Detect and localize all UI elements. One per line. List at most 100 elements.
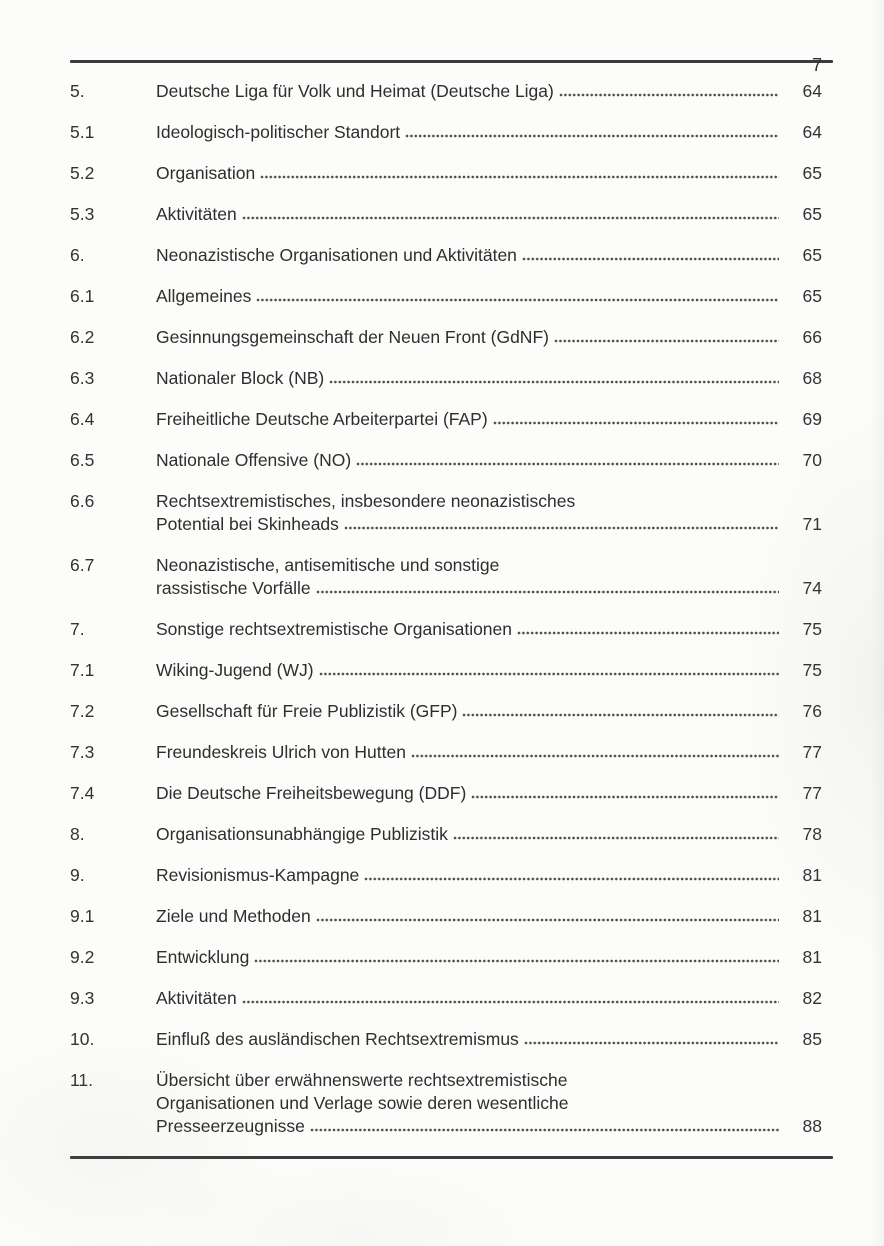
toc-entry-number: 7.3 [70,742,95,762]
toc-row: 9.1 Ziele und Methoden 81 [70,905,833,928]
toc-title-line: Organisation [156,162,785,185]
toc-entry-title: Nationale Offensive (NO) [156,449,785,472]
toc-entry-title: Neonazistische Organisationen und Aktivi… [156,244,785,267]
toc-entry-page: 77 [802,742,822,762]
leader-dots [329,373,779,390]
toc-entry-page: 75 [802,619,822,639]
toc-entry-page: 64 [802,81,822,101]
toc-title-line: Allgemeines [156,285,785,308]
toc-entry-number: 6.5 [70,450,95,470]
toc-entry-number: 9.3 [70,988,95,1008]
toc-entry-number: 6.6 [70,491,95,511]
toc-title-text: Ziele und Methoden [156,906,311,926]
leader-dots [462,706,779,723]
leader-dots [523,1034,779,1051]
toc-entry-page: 78 [802,824,822,844]
toc-entry-title: Neonazistische, antisemitische und sonst… [156,554,785,600]
toc-entry-number: 6.3 [70,368,95,388]
toc-row: 5.1 Ideologisch-politischer Standort 64 [70,121,833,144]
toc-entry-title: Ziele und Methoden [156,905,785,928]
toc-row: 5.3 Aktivitäten 65 [70,203,833,226]
toc-title-line: Ziele und Methoden [156,905,785,928]
toc-row: 6.7 Neonazistische, antisemitische und s… [70,554,833,600]
toc-row: 6.3 Nationaler Block (NB) 68 [70,367,833,390]
leader-dots [521,250,779,267]
toc-entry-number: 9.2 [70,947,95,967]
toc-title-line: Neonazistische, antisemitische und sonst… [156,555,500,575]
toc-title-line: Entwicklung [156,946,785,969]
toc-entry-page: 70 [802,450,822,470]
toc-entry-title: Freiheitliche Deutsche Arbeiterpartei (F… [156,408,785,431]
toc-title-line: Potential bei Skinheads [156,513,785,536]
toc-entry-page: 75 [802,660,822,680]
toc-row: 6.1 Allgemeines 65 [70,285,833,308]
toc-entry-number: 5.3 [70,204,95,224]
toc-title-text: Gesellschaft für Freie Publizistik (GFP) [156,701,458,721]
toc-row: 11. Übersicht über erwähnenswerte rechts… [70,1069,833,1138]
toc-entry-number: 5.1 [70,122,95,142]
toc-title-text: rassistische Vorfälle [156,578,311,598]
toc-entry-number: 7.4 [70,783,95,803]
leader-dots [254,952,779,969]
leader-dots [318,665,779,682]
leader-dots [471,788,779,805]
leader-dots [256,291,779,308]
toc-entry-title: Einfluß des ausländischen Rechtsextremis… [156,1028,785,1051]
toc-entry-title: Ideologisch-politischer Standort [156,121,785,144]
toc-entry-title: Aktivitäten [156,987,785,1010]
toc-entry-title: Revisionismus-Kampagne [156,864,785,887]
leader-dots [315,583,779,600]
leader-dots [343,519,779,536]
toc-title-line: rassistische Vorfälle [156,577,785,600]
leader-dots [405,127,779,144]
toc-entry-page: 65 [802,163,822,183]
toc-title-line: Rechtsextremistisches, insbesondere neon… [156,491,576,511]
toc-title-text: Deutsche Liga für Volk und Heimat (Deuts… [156,81,554,101]
toc-entry-page: 65 [802,286,822,306]
toc-title-text: Nationaler Block (NB) [156,368,325,388]
toc-entry-number: 9. [70,865,85,885]
toc-entry-title: Gesellschaft für Freie Publizistik (GFP) [156,700,785,723]
toc-title-line: Sonstige rechtsextremistische Organisati… [156,618,785,641]
toc-row: 7.1 Wiking-Jugend (WJ) 75 [70,659,833,682]
toc-entry-number: 7. [70,619,85,639]
toc-title-line: Organisationen und Verlage sowie deren w… [156,1093,569,1113]
toc-title-text: Ideologisch-politischer Standort [156,122,401,142]
toc-entry-page: 77 [802,783,822,803]
toc-title-line: Organisationsunabhängige Publizistik [156,823,785,846]
toc-entry-page: 69 [802,409,822,429]
toc-title-line: Nationale Offensive (NO) [156,449,785,472]
toc-entry-title: Entwicklung [156,946,785,969]
toc-row: 6.4 Freiheitliche Deutsche Arbeiterparte… [70,408,833,431]
toc-entry-number: 6.2 [70,327,95,347]
toc-title-line: Freiheitliche Deutsche Arbeiterpartei (F… [156,408,785,431]
toc-entry-number: 7.1 [70,660,95,680]
toc-row: 7. Sonstige rechtsextremistische Organis… [70,618,833,641]
toc-title-text: Allgemeines [156,286,252,306]
toc-title-text: Freiheitliche Deutsche Arbeiterpartei (F… [156,409,488,429]
toc-entry-number: 6.7 [70,555,95,575]
toc-entry-page: 65 [802,204,822,224]
toc-row: 7.2 Gesellschaft für Freie Publizistik (… [70,700,833,723]
toc-title-line: Presseerzeugnisse [156,1115,785,1138]
leader-dots [241,209,779,226]
leader-dots [241,993,779,1010]
toc-title-text: Sonstige rechtsextremistische Organisati… [156,619,513,639]
page-number: 7 [811,55,822,75]
toc-title-line: Übersicht über erwähnenswerte rechtsextr… [156,1070,568,1090]
toc-row: 7.3 Freundeskreis Ulrich von Hutten 77 [70,741,833,764]
toc-title-line: Deutsche Liga für Volk und Heimat (Deuts… [156,80,785,103]
toc-entry-title: Nationaler Block (NB) [156,367,785,390]
toc-entry-page: 65 [802,245,822,265]
toc-title-text: Revisionismus-Kampagne [156,865,360,885]
toc-entry-number: 7.2 [70,701,95,721]
leader-dots [260,168,779,185]
toc-title-text: Aktivitäten [156,204,237,224]
toc-entry-number: 6. [70,245,85,265]
toc-title-line: Aktivitäten [156,203,785,226]
leader-dots [553,332,779,349]
toc-title-line: Einfluß des ausländischen Rechtsextremis… [156,1028,785,1051]
toc-entry-title: Allgemeines [156,285,785,308]
toc-title-line: Aktivitäten [156,987,785,1010]
